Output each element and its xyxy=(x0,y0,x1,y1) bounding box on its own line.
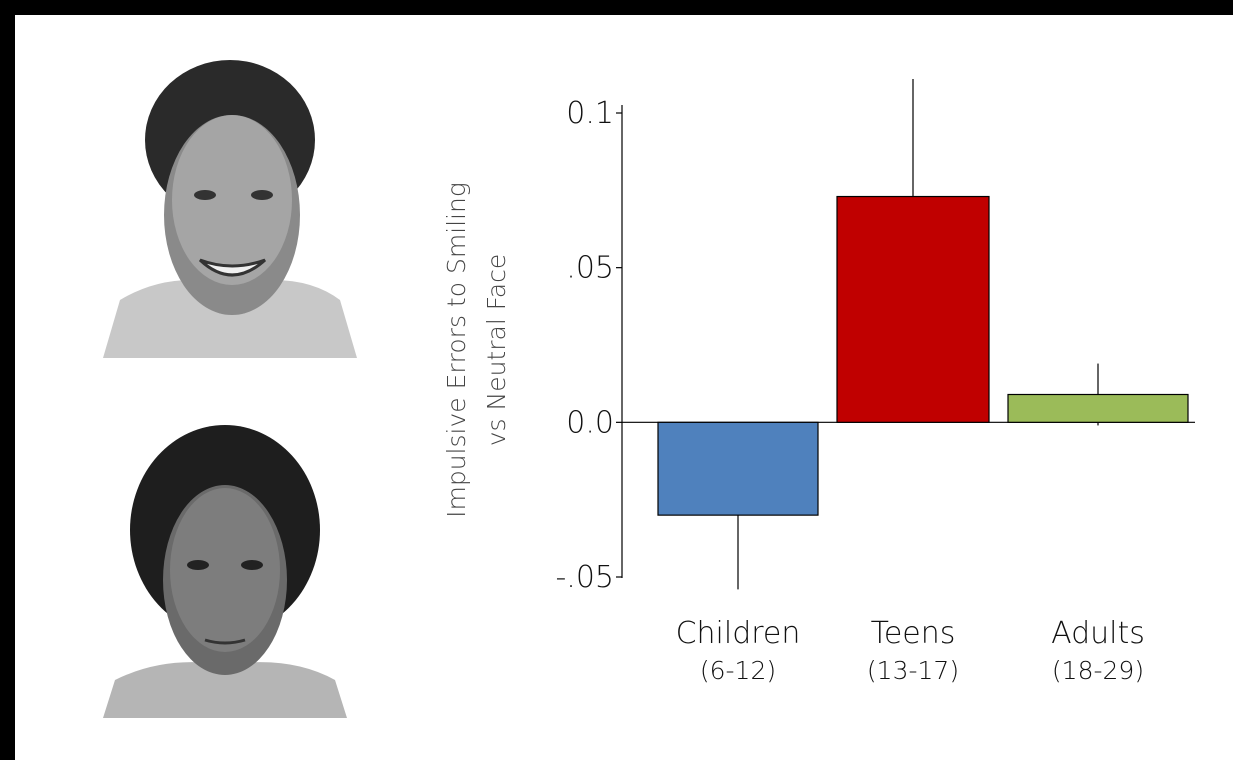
y-tick-label: 0.0 xyxy=(566,405,614,440)
x-tick-sublabel: (6-12) xyxy=(700,656,776,685)
smiling-face-photo xyxy=(103,60,357,358)
x-tick-label: Adults xyxy=(1051,616,1145,651)
slide: -.05 0.0 .05 0.1 Impulsive Errors to Smiling… xyxy=(0,0,1233,760)
y-axis-label: vs Neutral Face xyxy=(482,254,511,447)
bar xyxy=(1008,394,1188,422)
bar xyxy=(658,422,818,515)
x-tick-label: Children xyxy=(676,616,801,651)
bar xyxy=(837,197,989,423)
y-axis-label: Impulsive Errors to Smiling xyxy=(442,182,471,518)
x-tick-sublabel: (18-29) xyxy=(1052,656,1144,685)
x-tick-label: Teens xyxy=(871,616,956,651)
x-tick-sublabel: (13-17) xyxy=(867,656,959,685)
neutral-face-photo xyxy=(103,425,347,718)
y-tick-label: 0.1 xyxy=(566,96,614,131)
y-tick-label: -.05 xyxy=(555,560,614,595)
y-tick-label: .05 xyxy=(566,251,614,286)
